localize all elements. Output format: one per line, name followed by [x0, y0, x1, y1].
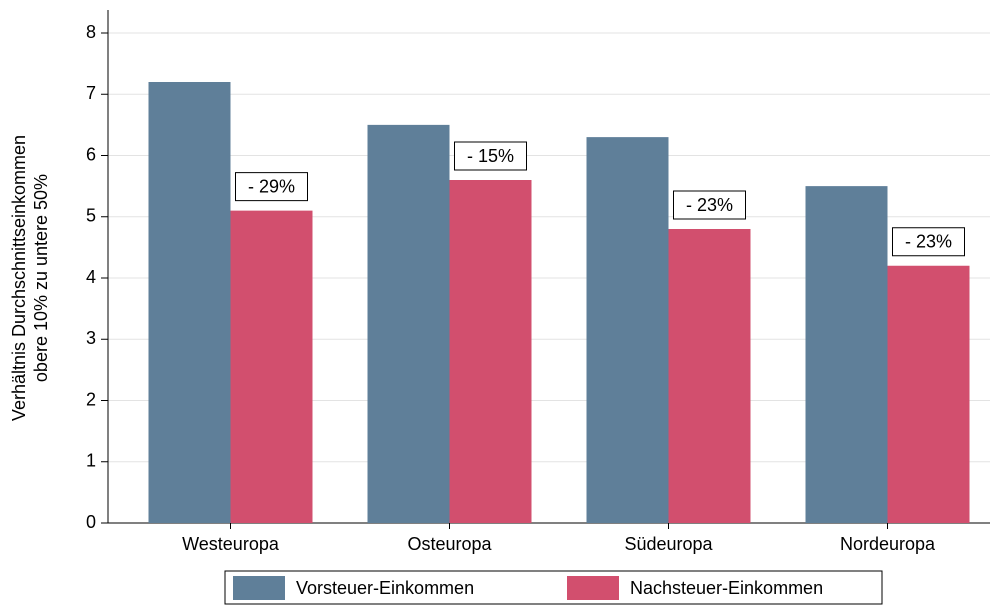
bar	[668, 229, 751, 523]
annotation: - 23%	[686, 195, 733, 215]
x-tick-label: Nordeuropa	[840, 534, 936, 554]
bar	[887, 265, 970, 523]
y-axis-label: Verhältnis Durchschnittseinkommen	[9, 135, 29, 421]
bar	[586, 137, 669, 523]
annotation-box	[235, 172, 308, 202]
y-tick-label: 3	[86, 328, 96, 348]
x-tick-label: Südeuropa	[624, 534, 713, 554]
annotation-box	[673, 190, 746, 220]
bar	[230, 210, 313, 523]
y-tick-label: 2	[86, 389, 96, 409]
y-axis-label: obere 10% zu untere 50%	[31, 174, 51, 382]
bar	[449, 180, 532, 523]
annotation-box	[454, 141, 527, 171]
bar	[805, 186, 888, 523]
annotation-box	[892, 227, 965, 257]
annotation: - 29%	[248, 176, 295, 196]
legend-label: Nachsteuer-Einkommen	[630, 578, 823, 598]
bar	[148, 82, 231, 523]
y-tick-label: 7	[86, 83, 96, 103]
legend-box	[224, 570, 883, 605]
y-tick-label: 4	[86, 267, 96, 287]
x-tick-label: Westeuropa	[182, 534, 280, 554]
y-tick-label: 1	[86, 451, 96, 471]
annotation: - 23%	[905, 232, 952, 252]
y-tick-label: 8	[86, 22, 96, 42]
x-tick-label: Osteuropa	[407, 534, 492, 554]
y-tick-label: 6	[86, 144, 96, 164]
y-tick-label: 5	[86, 206, 96, 226]
y-tick-label: 0	[86, 512, 96, 532]
legend-swatch	[233, 576, 285, 600]
legend-swatch	[567, 576, 619, 600]
annotation: - 15%	[467, 146, 514, 166]
bar	[367, 124, 450, 523]
legend-label: Vorsteuer-Einkommen	[296, 578, 474, 598]
